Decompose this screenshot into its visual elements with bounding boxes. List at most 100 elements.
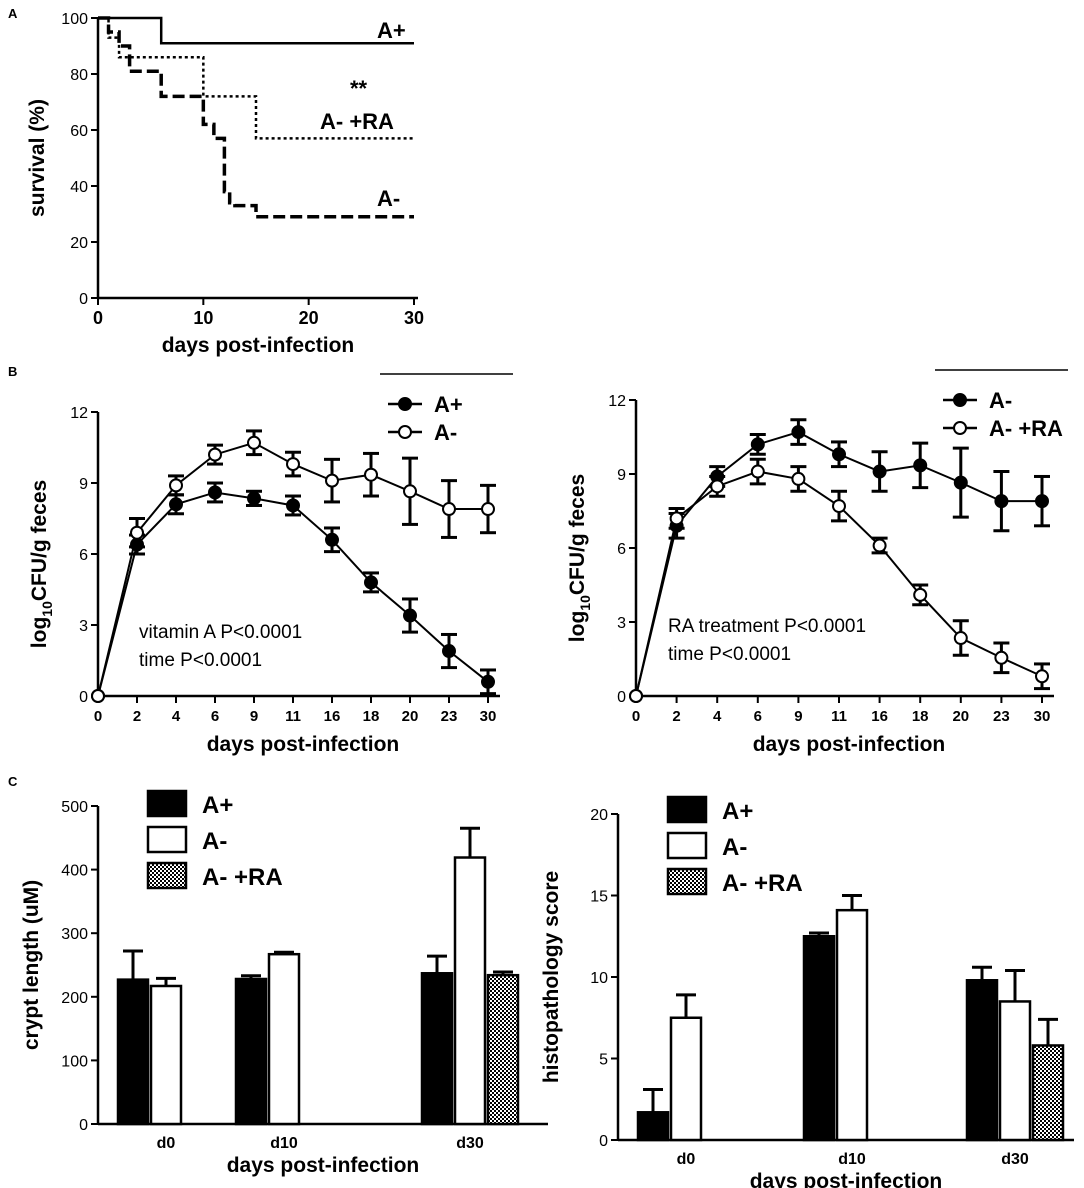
bar <box>420 972 454 1126</box>
series-1 <box>91 481 496 703</box>
legend-marker <box>398 397 412 411</box>
x-tick-label: 10 <box>193 308 213 328</box>
x-axis-title: days post-infection <box>227 1154 420 1177</box>
data-point <box>364 467 378 482</box>
y-tick-label: 9 <box>79 476 88 493</box>
data-point <box>710 479 725 494</box>
series-label-3: A- <box>377 186 400 211</box>
x-tick-label: 11 <box>831 708 847 725</box>
y-tick-label: 0 <box>599 1133 608 1150</box>
x-tick-label: 4 <box>713 708 722 725</box>
data-point <box>169 478 183 493</box>
x-tick-label: d0 <box>157 1135 176 1152</box>
data-point <box>325 473 339 488</box>
data-point <box>750 437 765 452</box>
x-axis-title: days post-infection <box>162 334 355 357</box>
y-tick-label: 15 <box>590 889 608 906</box>
legend-label: A- <box>202 828 227 855</box>
legend-label: A- <box>434 420 457 445</box>
x-tick-label: 2 <box>133 708 141 725</box>
y-tick-label: 100 <box>61 1053 88 1070</box>
x-tick-label: d30 <box>456 1135 484 1152</box>
y-tick-label: 0 <box>79 689 88 706</box>
y-tick-label: 12 <box>608 393 626 410</box>
data-point <box>208 485 222 500</box>
data-point <box>750 464 765 479</box>
x-tick-label: d10 <box>270 1135 298 1152</box>
y-tick-label: 0 <box>617 689 626 706</box>
x-tick-label: 18 <box>363 708 380 725</box>
x-tick-label: d30 <box>1001 1151 1029 1168</box>
panel-letter-b: B <box>8 364 17 379</box>
data-point <box>1035 669 1049 684</box>
bar <box>234 977 268 1126</box>
x-tick-label: 30 <box>1034 708 1051 725</box>
bar <box>486 973 520 1126</box>
y-axis-title: survival (%) <box>26 99 49 217</box>
data-point <box>364 575 378 590</box>
bar <box>149 984 183 1126</box>
series-label-2: A- +RA <box>320 109 394 134</box>
data-point <box>442 502 456 517</box>
bar <box>116 978 150 1126</box>
x-tick-label: 4 <box>172 708 181 725</box>
y-tick-label: 5 <box>599 1052 608 1069</box>
data-point <box>169 497 183 512</box>
x-tick-label: 23 <box>441 708 458 725</box>
series-2 <box>91 429 496 703</box>
bar <box>636 1111 670 1142</box>
y-tick-label: 6 <box>79 547 88 564</box>
survival-line-3 <box>98 16 414 219</box>
bar <box>802 935 836 1142</box>
data-point <box>130 525 144 540</box>
x-tick-label: 20 <box>299 308 319 328</box>
y-tick-label: 80 <box>70 67 88 84</box>
data-point <box>953 631 968 646</box>
data-point <box>286 457 300 472</box>
y-tick-label: 10 <box>590 970 608 987</box>
bar <box>998 1000 1032 1142</box>
y-tick-label: 40 <box>70 179 88 196</box>
x-tick-label: 2 <box>672 708 680 725</box>
y-tick-label: 100 <box>61 11 88 28</box>
data-point <box>953 475 968 490</box>
legend-label: A+ <box>202 792 233 819</box>
data-point <box>832 447 846 462</box>
series-label-1: A+ <box>377 18 406 43</box>
y-tick-label: 3 <box>79 618 88 635</box>
panel-letter-a: A <box>8 6 18 21</box>
y-tick-label: 0 <box>79 291 88 308</box>
bar <box>669 1016 703 1142</box>
data-point <box>994 494 1009 509</box>
data-point <box>913 458 928 473</box>
bar-series-1 <box>116 949 454 1126</box>
panel-letter-c: C <box>8 774 18 789</box>
legend-swatch <box>666 831 708 860</box>
data-point <box>913 587 928 602</box>
x-tick-label: 18 <box>912 708 929 725</box>
x-tick-label: 20 <box>952 708 969 725</box>
bar <box>965 979 999 1142</box>
data-point <box>481 674 495 689</box>
legend-label: A- <box>989 388 1012 413</box>
legend-label: A- +RA <box>989 416 1063 441</box>
data-point <box>442 644 456 659</box>
data-point <box>247 435 261 450</box>
legend-label: A- +RA <box>202 864 283 891</box>
x-tick-label: 6 <box>754 708 762 725</box>
bar <box>835 908 869 1142</box>
x-tick-label: 20 <box>402 708 419 725</box>
bar-series-2 <box>149 826 487 1126</box>
y-tick-label: 400 <box>61 863 88 880</box>
legend-swatch <box>146 825 188 854</box>
legend-marker <box>953 421 967 435</box>
legend-swatch <box>146 789 188 818</box>
y-tick-label: 300 <box>61 926 88 943</box>
x-axis-title: days post-infection <box>753 733 946 756</box>
data-point <box>286 498 300 513</box>
legend-swatch <box>666 867 708 896</box>
legend-marker <box>953 393 967 407</box>
survival-line-1 <box>98 16 414 45</box>
stat-annotation-1: vitamin A P<0.0001 <box>139 622 302 643</box>
y-tick-label: 9 <box>617 467 626 484</box>
